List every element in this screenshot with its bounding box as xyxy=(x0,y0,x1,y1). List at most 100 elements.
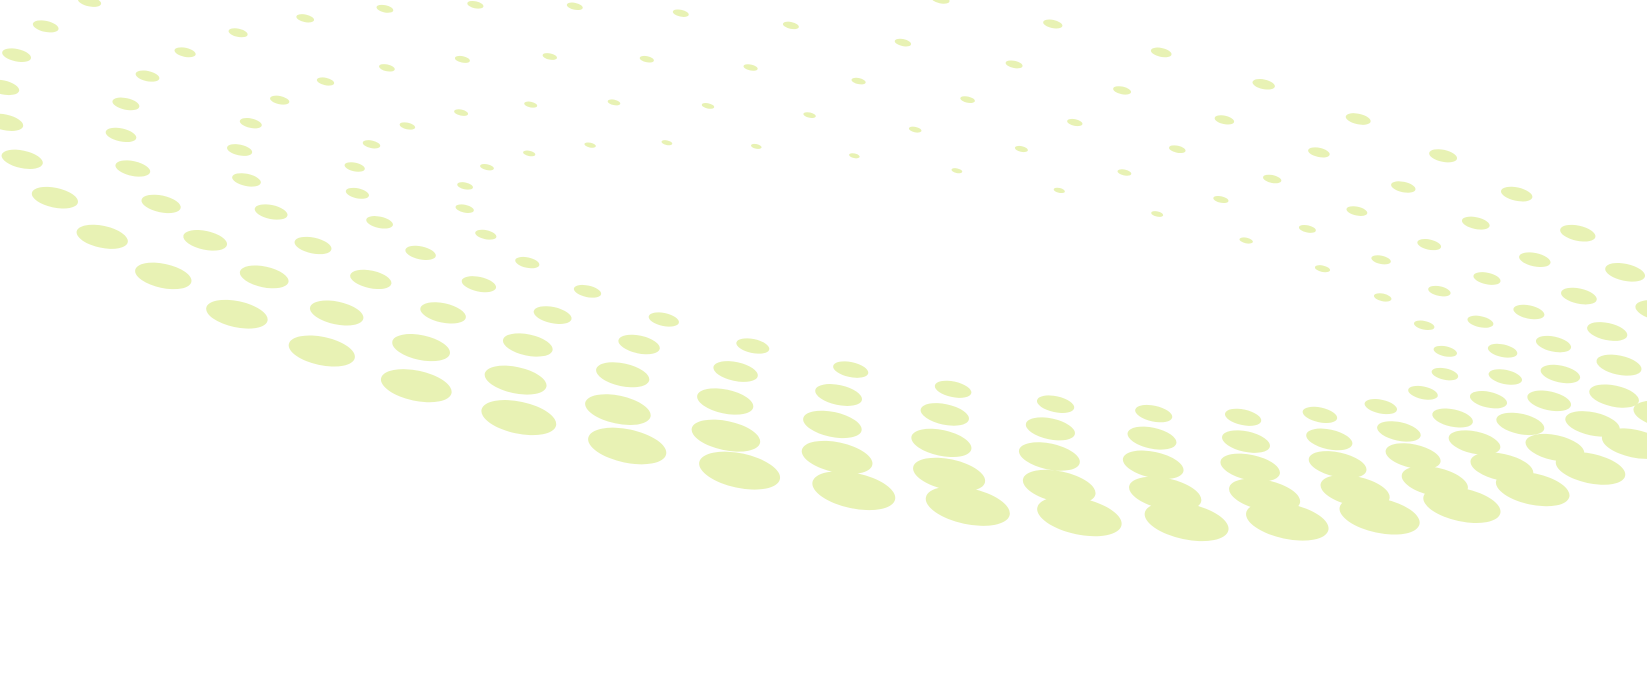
halftone-dot xyxy=(1461,216,1490,230)
halftone-dot xyxy=(736,338,770,354)
halftone-dot xyxy=(1413,320,1435,331)
halftone-dot xyxy=(1540,364,1581,384)
halftone-dot xyxy=(1535,335,1572,353)
halftone-dot xyxy=(1496,412,1545,436)
halftone-dot xyxy=(467,0,484,9)
halftone-dot xyxy=(801,440,873,474)
halftone-dot xyxy=(639,55,654,63)
halftone-dot xyxy=(1135,404,1173,423)
halftone-dot xyxy=(174,47,196,58)
halftone-dot xyxy=(475,229,497,240)
halftone-dot xyxy=(1169,145,1186,154)
halftone-dot xyxy=(1467,315,1494,328)
halftone-dot xyxy=(691,419,761,452)
halftone-dot xyxy=(1601,428,1647,459)
halftone-dot xyxy=(1229,478,1301,512)
halftone-dot xyxy=(135,262,192,290)
halftone-dot xyxy=(1391,181,1416,193)
halftone-dot xyxy=(934,380,972,398)
halftone-dot xyxy=(1488,369,1522,385)
halftone-dot xyxy=(607,99,621,106)
halftone-dot xyxy=(812,471,896,511)
halftone-dot xyxy=(1513,304,1545,320)
halftone-dot xyxy=(115,160,151,177)
halftone-dot xyxy=(701,103,715,109)
halftone-dot xyxy=(584,142,596,148)
halftone-dot xyxy=(699,451,781,490)
halftone-dot xyxy=(296,14,315,23)
halftone-dot xyxy=(1043,19,1063,29)
halftone-dot xyxy=(399,122,416,130)
halftone-dot xyxy=(1220,453,1280,482)
halftone-dot xyxy=(1433,345,1457,357)
halftone-dot xyxy=(951,168,963,174)
halftone-dot xyxy=(227,144,253,156)
halftone-dot xyxy=(1306,428,1353,451)
halftone-dot xyxy=(585,394,651,425)
halftone-dot xyxy=(405,245,436,261)
halftone-dot xyxy=(141,194,181,214)
halftone-dot xyxy=(1519,252,1551,268)
halftone-dot xyxy=(294,236,332,255)
halftone-dot xyxy=(112,97,140,111)
halftone-dot xyxy=(480,164,494,171)
halftone-dot xyxy=(1314,265,1331,273)
halftone-dot xyxy=(1377,421,1421,442)
halftone-dot xyxy=(1561,287,1597,305)
halftone-dot xyxy=(533,306,572,324)
halftone-dot xyxy=(1428,285,1451,297)
halftone-dot xyxy=(239,118,262,129)
halftone-dot xyxy=(1117,169,1132,176)
halftone-dot xyxy=(782,21,799,30)
halftone-dot xyxy=(750,143,762,149)
halftone-dot xyxy=(1408,385,1438,400)
halftone-dot xyxy=(1263,174,1282,184)
halftone-dot xyxy=(1373,293,1392,302)
halftone-dot xyxy=(1320,474,1390,508)
halftone-dot xyxy=(515,256,540,269)
halftone-dot xyxy=(1302,406,1338,424)
halftone-dot xyxy=(309,300,364,326)
halftone-dot xyxy=(1122,450,1184,480)
halftone-dot xyxy=(1587,322,1628,341)
halftone-dot xyxy=(379,64,395,72)
halftone-dot xyxy=(1224,408,1262,426)
halftone-dot xyxy=(461,276,497,293)
halftone-dot xyxy=(542,53,557,60)
halftone-dot xyxy=(1448,430,1501,455)
halftone-dot xyxy=(455,204,474,213)
halftone-dot xyxy=(457,182,473,190)
halftone-dot xyxy=(713,361,758,382)
halftone-dot xyxy=(254,204,288,220)
halftone-dot xyxy=(743,64,758,71)
halftone-dot xyxy=(908,126,922,133)
halftone-dot xyxy=(815,384,862,406)
halftone-dot xyxy=(1469,391,1508,409)
halftone-dot xyxy=(1500,186,1533,202)
halftone-dot xyxy=(803,112,816,118)
halftone-dot xyxy=(362,140,381,149)
halftone-dot xyxy=(1417,239,1442,251)
halftone-dot xyxy=(239,265,289,289)
halftone-dot xyxy=(1222,430,1270,453)
halftone-dot xyxy=(1345,113,1371,125)
halftone-dot xyxy=(77,0,102,7)
halftone-dot xyxy=(1036,395,1075,413)
halftone-dot xyxy=(596,362,650,388)
halftone-dot xyxy=(228,28,248,38)
halftone-dot xyxy=(913,457,986,492)
halftone-dot xyxy=(1432,408,1473,428)
halftone-dot xyxy=(31,186,78,209)
halftone-dot xyxy=(661,140,673,146)
halftone-dot xyxy=(1252,79,1275,90)
halftone-dot xyxy=(380,369,452,403)
halftone-dot xyxy=(1605,262,1646,282)
halftone-dot xyxy=(1,149,43,169)
halftone-dot xyxy=(316,77,335,86)
halftone-dot xyxy=(1346,206,1368,216)
halftone-dot xyxy=(573,284,602,298)
halftone-dot xyxy=(1298,224,1316,233)
halftone-dot xyxy=(1560,224,1596,242)
halftone-dot xyxy=(1037,496,1122,537)
